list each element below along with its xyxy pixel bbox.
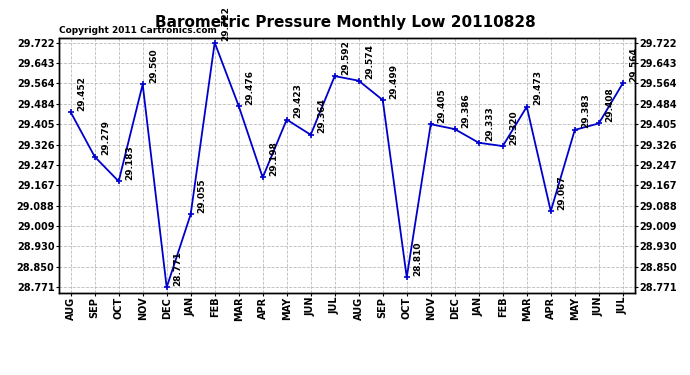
- Text: 29.408: 29.408: [606, 87, 615, 122]
- Text: 29.722: 29.722: [221, 6, 230, 41]
- Text: Barometric Pressure Monthly Low 20110828: Barometric Pressure Monthly Low 20110828: [155, 15, 535, 30]
- Text: 29.574: 29.574: [366, 44, 375, 80]
- Text: 29.405: 29.405: [437, 88, 446, 123]
- Text: 29.592: 29.592: [342, 40, 351, 75]
- Text: 29.364: 29.364: [317, 99, 326, 134]
- Text: 29.055: 29.055: [197, 178, 206, 213]
- Text: 29.333: 29.333: [486, 106, 495, 141]
- Text: 29.386: 29.386: [462, 93, 471, 128]
- Text: 29.476: 29.476: [246, 69, 255, 105]
- Text: 29.499: 29.499: [390, 63, 399, 99]
- Text: 29.067: 29.067: [558, 175, 566, 210]
- Text: 29.320: 29.320: [510, 110, 519, 145]
- Text: 29.423: 29.423: [294, 83, 303, 118]
- Text: 28.771: 28.771: [174, 251, 183, 286]
- Text: 29.564: 29.564: [630, 47, 639, 82]
- Text: 29.183: 29.183: [126, 145, 135, 180]
- Text: Copyright 2011 Cartronics.com: Copyright 2011 Cartronics.com: [59, 26, 217, 35]
- Text: 29.452: 29.452: [77, 76, 87, 111]
- Text: 29.383: 29.383: [582, 94, 591, 129]
- Text: 28.810: 28.810: [414, 242, 423, 276]
- Text: 29.198: 29.198: [270, 141, 279, 176]
- Text: 29.560: 29.560: [150, 48, 159, 83]
- Text: 29.279: 29.279: [101, 120, 110, 155]
- Text: 29.473: 29.473: [534, 70, 543, 105]
